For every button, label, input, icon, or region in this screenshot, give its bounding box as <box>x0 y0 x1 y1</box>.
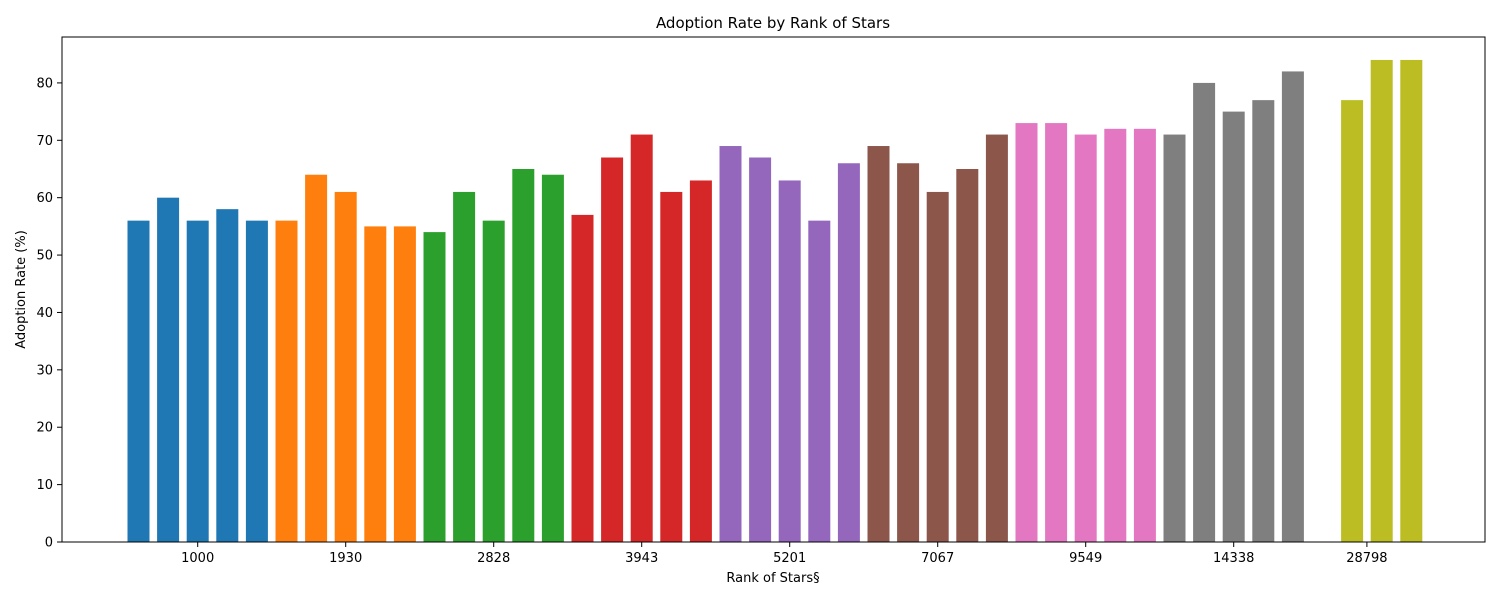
bar-g0-3 <box>216 209 239 542</box>
bar-g6-0 <box>1015 123 1038 542</box>
bar-g5-4 <box>985 134 1008 542</box>
bar-g1-4 <box>393 226 416 543</box>
bar-g5-2 <box>926 191 949 542</box>
bar-g6-4 <box>1133 128 1156 542</box>
bar-g0-4 <box>245 220 268 542</box>
bar-g8-3 <box>1400 59 1423 542</box>
bar-g2-3 <box>512 168 535 543</box>
x-axis: 1000 1930 2828 3943 5201 7067 9549 14338 28798 <box>181 542 1388 566</box>
bar-g4-4 <box>837 163 860 542</box>
bar-g1-2 <box>334 191 357 542</box>
y-tick-label-6: 60 <box>36 191 53 206</box>
bar-g3-1 <box>601 157 624 542</box>
plot-frame <box>61 36 1486 543</box>
bar-g5-3 <box>956 168 979 543</box>
bar-g2-2 <box>482 220 505 542</box>
bar-g1-1 <box>305 174 328 543</box>
bar-g0-1 <box>157 197 180 542</box>
bar-g4-2 <box>778 180 801 542</box>
bar-g0-2 <box>186 220 209 542</box>
bar-g2-0 <box>423 232 446 543</box>
bar-g4-0 <box>719 146 742 542</box>
bar-g7-1 <box>1193 82 1216 542</box>
bars-group <box>127 59 1423 543</box>
y-tick-label-1: 10 <box>36 478 53 493</box>
bar-g3-4 <box>689 180 712 542</box>
bar-g5-0 <box>867 146 890 542</box>
x-axis-label: Rank of Stars§ <box>726 571 819 586</box>
y-tick-label-0: 0 <box>45 536 53 551</box>
bar-g3-3 <box>660 191 683 542</box>
bar-g8-1 <box>1341 100 1364 543</box>
bar-g3-2 <box>630 134 653 542</box>
x-tick-label-3: 3943 <box>625 551 658 566</box>
y-axis: 0 10 20 30 40 50 60 70 80 <box>36 76 62 551</box>
x-tick-label-4: 5201 <box>773 551 806 566</box>
x-tick-label-6: 9549 <box>1069 551 1102 566</box>
bar-g7-3 <box>1252 100 1275 543</box>
bar-g6-2 <box>1074 134 1097 542</box>
y-tick-label-7: 70 <box>36 134 53 149</box>
bar-g7-2 <box>1222 111 1245 542</box>
y-tick-label-2: 20 <box>36 421 53 436</box>
bar-g8-2 <box>1370 59 1393 542</box>
x-tick-label-2: 2828 <box>477 551 510 566</box>
x-tick-label-7: 14338 <box>1213 551 1254 566</box>
bar-g2-4 <box>541 174 564 543</box>
bar-g4-3 <box>808 220 831 542</box>
bar-g6-1 <box>1045 123 1068 542</box>
x-tick-label-5: 7067 <box>921 551 954 566</box>
bar-g7-4 <box>1281 71 1304 543</box>
bar-g3-0 <box>571 214 594 542</box>
chart-title: Adoption Rate by Rank of Stars <box>656 14 890 32</box>
bar-g7-0 <box>1163 134 1186 542</box>
bar-g1-0 <box>275 220 298 542</box>
y-tick-label-5: 50 <box>36 249 53 264</box>
y-tick-label-8: 80 <box>36 76 53 91</box>
bar-g2-1 <box>453 191 476 542</box>
bar-g1-3 <box>364 226 387 543</box>
bar-g0-0 <box>127 220 150 542</box>
x-tick-label-0: 1000 <box>181 551 214 566</box>
bar-g6-3 <box>1104 128 1127 542</box>
x-tick-label-8: 28798 <box>1346 551 1387 566</box>
y-tick-label-4: 40 <box>36 306 53 321</box>
bar-g4-1 <box>749 157 772 542</box>
x-tick-label-1: 1930 <box>329 551 362 566</box>
y-tick-label-3: 30 <box>36 363 53 378</box>
y-axis-label: Adoption Rate (%) <box>14 230 29 349</box>
bar-g5-1 <box>897 163 920 542</box>
